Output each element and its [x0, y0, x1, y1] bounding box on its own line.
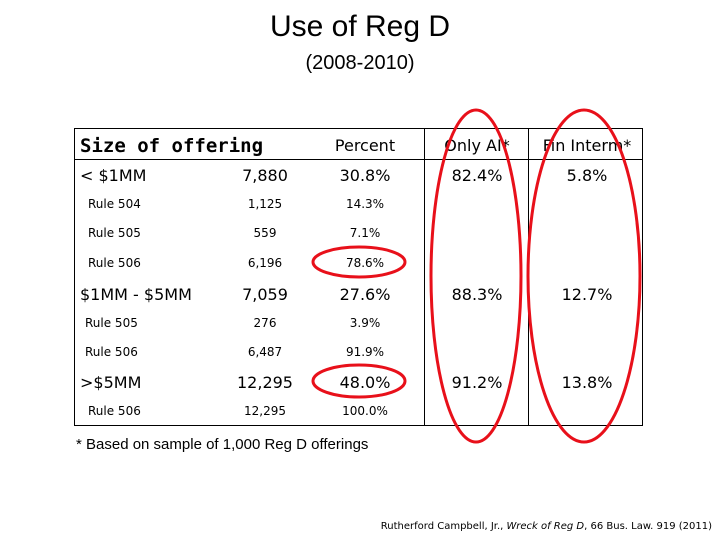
row-percent: 27.6% — [339, 285, 391, 304]
header-only-ai: Only AI* — [444, 136, 510, 155]
row-percent: 7.1% — [349, 226, 381, 240]
row-count: 559 — [253, 226, 277, 240]
header-size-of-offering: Size of offering — [80, 135, 264, 157]
row-label: Rule 505 — [88, 226, 141, 240]
row-count: 7,880 — [242, 166, 288, 185]
row-count: 276 — [253, 316, 277, 330]
row-count: 12,295 — [237, 373, 293, 392]
row-label: Rule 506 — [88, 404, 141, 418]
row-percent: 30.8% — [339, 166, 391, 185]
header-fin-interm: Fin Interm* — [542, 136, 632, 155]
row-percent: 14.3% — [345, 197, 385, 211]
row-only-ai: 91.2% — [451, 373, 503, 392]
row-count: 12,295 — [244, 404, 286, 418]
row-label: < $1MM — [80, 166, 147, 185]
row-only-ai: 82.4% — [451, 166, 503, 185]
slide-title: Use of Reg D — [269, 10, 451, 43]
row-label: Rule 506 — [85, 345, 138, 359]
citation: Rutherford Campbell, Jr., Wreck of Reg D… — [381, 521, 712, 532]
row-label: >$5MM — [80, 373, 142, 392]
header-divider — [75, 159, 642, 160]
slide-subtitle: (2008-2010) — [305, 52, 415, 74]
column-divider — [424, 129, 425, 425]
row-percent: 91.9% — [345, 345, 385, 359]
footnote: * Based on sample of 1,000 Reg D offerin… — [76, 436, 369, 453]
row-percent: 78.6% — [345, 256, 385, 270]
row-percent: 48.0% — [339, 373, 391, 392]
citation-author: Rutherford Campbell, Jr., — [380, 521, 507, 532]
row-label: Rule 504 — [88, 197, 141, 211]
column-divider — [528, 129, 529, 425]
row-label: Rule 506 — [88, 256, 141, 270]
row-percent: 100.0% — [342, 404, 388, 418]
row-label: Rule 505 — [85, 316, 138, 330]
row-fin-interm: 13.8% — [561, 373, 613, 392]
row-count: 6,487 — [247, 345, 283, 359]
row-fin-interm: 12.7% — [561, 285, 613, 304]
citation-work: Wreck of Reg D — [506, 521, 585, 532]
row-count: 1,125 — [247, 197, 283, 211]
row-only-ai: 88.3% — [451, 285, 503, 304]
citation-source: , 66 Bus. Law. 919 (2011) — [584, 521, 712, 532]
row-count: 6,196 — [247, 256, 283, 270]
row-percent: 3.9% — [349, 316, 381, 330]
offering-table: Size of offering Percent Only AI* Fin In… — [74, 128, 643, 426]
row-label: $1MM - $5MM — [80, 285, 192, 304]
row-fin-interm: 5.8% — [566, 166, 608, 185]
header-percent: Percent — [334, 136, 396, 155]
row-count: 7,059 — [242, 285, 288, 304]
